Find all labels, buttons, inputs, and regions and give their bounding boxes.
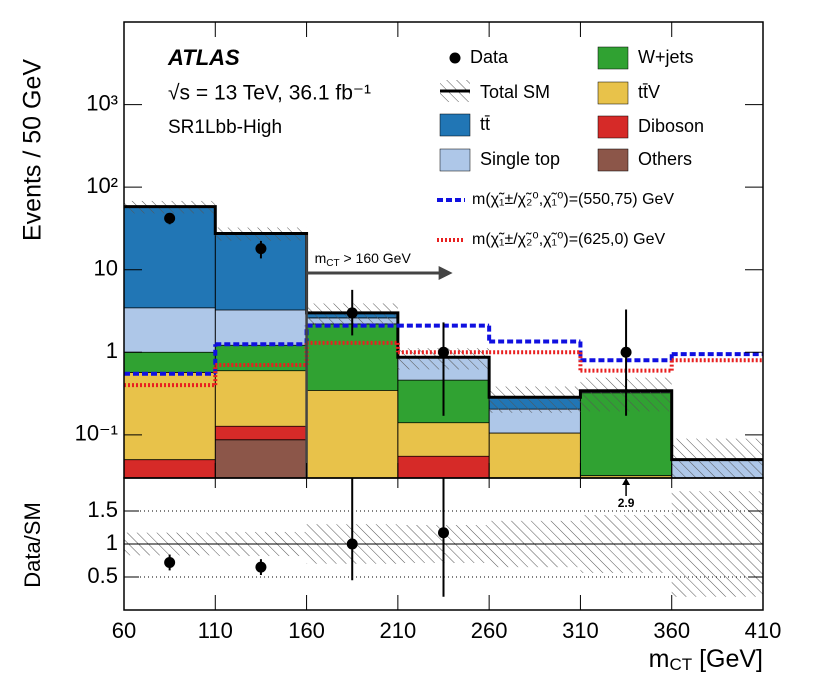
x-unit: [GeV] bbox=[692, 645, 763, 673]
stack-segment bbox=[306, 390, 398, 478]
x-tick-label: 110 bbox=[198, 618, 233, 643]
data-point bbox=[255, 243, 267, 255]
data-point bbox=[620, 346, 632, 358]
y-tick-label: 10³ bbox=[86, 90, 118, 115]
data-point bbox=[164, 212, 176, 224]
energy-label: √s = 13 TeV, 36.1 fb⁻¹ bbox=[168, 82, 371, 105]
legend-swatch bbox=[597, 46, 629, 70]
x-axis-title: mCT [GeV] bbox=[649, 645, 763, 675]
cut-text: > 160 GeV bbox=[340, 250, 412, 266]
data-point bbox=[346, 307, 358, 319]
legend-label: Total SM bbox=[480, 82, 550, 102]
stack-segment bbox=[124, 352, 216, 373]
stack-segment bbox=[397, 422, 490, 457]
ratio-point bbox=[164, 556, 176, 568]
uncertainty-band bbox=[489, 386, 581, 413]
legend-label: m(χ̃₁±/χ̃₂⁰,χ̃₁⁰)=(625,0) GeV bbox=[472, 231, 666, 248]
legend-label: Data bbox=[470, 47, 509, 67]
legend-label: Single top bbox=[480, 149, 560, 169]
ratio-frame bbox=[123, 477, 764, 611]
legend-label: tt̄V bbox=[638, 82, 660, 102]
legend-label: Diboson bbox=[638, 116, 704, 136]
x-symbol: m bbox=[649, 645, 670, 673]
ratio-point bbox=[346, 538, 358, 550]
stack-segment bbox=[215, 439, 307, 478]
legend-swatch bbox=[439, 148, 471, 172]
y-tick-label: 10⁻¹ bbox=[75, 421, 118, 446]
cut-label: mCT > 160 GeV bbox=[315, 250, 412, 269]
cut-arrow-head bbox=[438, 266, 453, 280]
x-tick-label: 210 bbox=[379, 618, 416, 643]
x-tick-label: 60 bbox=[112, 618, 136, 643]
data-point bbox=[438, 346, 449, 358]
x-tick-label: 310 bbox=[562, 618, 599, 643]
legend-swatch bbox=[597, 115, 629, 139]
region-label: SR1Lbb-High bbox=[168, 117, 282, 138]
stack-segment bbox=[124, 459, 216, 478]
main-panel bbox=[124, 200, 763, 478]
y-tick-label: 10 bbox=[94, 256, 118, 281]
stack-segment bbox=[215, 310, 307, 346]
legend-swatch bbox=[597, 81, 629, 105]
legend-label: m(χ̃₁±/χ̃₂⁰,χ̃₁⁰)=(550,75) GeV bbox=[472, 191, 674, 208]
stack-segment bbox=[489, 433, 581, 478]
legend-label: tt̄ bbox=[480, 114, 490, 134]
x-tick-label: 410 bbox=[745, 618, 782, 643]
x-tick-label: 360 bbox=[653, 618, 690, 643]
ratio-point bbox=[438, 527, 449, 539]
legend-swatch bbox=[439, 113, 471, 137]
stack-segment bbox=[215, 426, 307, 440]
x-subscript: CT bbox=[669, 655, 692, 674]
legend-swatch bbox=[597, 148, 629, 172]
y-axis-title: Events / 50 GeV bbox=[19, 59, 47, 241]
cut-subscript: CT bbox=[326, 258, 339, 269]
experiment: ATLAS bbox=[167, 45, 240, 70]
legend-label: Others bbox=[638, 149, 692, 169]
stack-segment bbox=[124, 307, 216, 353]
legend-label: W+jets bbox=[638, 47, 694, 67]
y-tick-label: 1 bbox=[106, 338, 118, 363]
x-tick-label: 260 bbox=[471, 618, 508, 643]
stack-segment bbox=[580, 475, 672, 478]
stack-segment bbox=[489, 409, 581, 434]
stack-segment bbox=[215, 370, 307, 427]
ratio-tick-label: 0.5 bbox=[87, 563, 118, 588]
ratio-panel bbox=[124, 478, 763, 597]
ratio-tick-label: 1.5 bbox=[87, 497, 118, 522]
ratio-axis-title: Data/SM bbox=[20, 502, 45, 588]
x-tick-label: 160 bbox=[288, 618, 325, 643]
legend-data-marker bbox=[449, 52, 461, 64]
cut-symbol: m bbox=[315, 250, 327, 266]
stack-segment bbox=[397, 456, 490, 478]
ratio-tick-label: 1 bbox=[106, 530, 118, 555]
y-tick-label: 10² bbox=[86, 173, 118, 198]
offscale-label: 2.9 bbox=[618, 496, 635, 510]
ratio-point bbox=[255, 561, 267, 573]
offscale-arrow-head bbox=[622, 478, 631, 485]
